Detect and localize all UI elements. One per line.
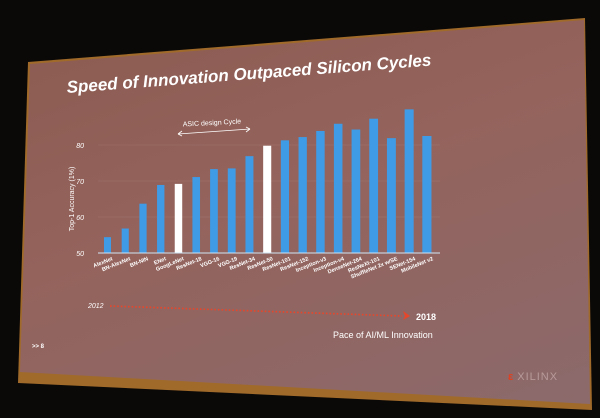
bar [227,168,236,253]
xilinx-logo: ε XILINX [508,371,558,383]
x-tick-label: ENet [153,256,167,266]
bar [139,203,147,253]
timeline-start: 2012 [87,303,104,310]
bar [386,138,396,253]
bar [157,184,165,253]
bar [210,169,218,253]
logo-text: XILINX [517,371,559,383]
arrowhead-icon [177,126,251,137]
bar [404,109,414,253]
asic-cycle-arrow [177,128,251,135]
y-axis-label: Top-1 Accuracy (1%) [69,167,76,232]
asic-cycle-label: ASIC design Cycle [183,118,242,128]
y-tick-label: 70 [76,179,84,186]
bar [369,118,379,253]
bar [280,140,290,253]
bar [245,156,254,253]
bar [263,145,272,253]
bar [174,183,183,253]
y-tick-label: 60 [76,215,84,222]
bar [192,177,201,253]
bar [316,130,325,253]
timeline-caption: Pace of AI/ML Innovation [333,330,433,340]
bar [121,228,129,253]
bar [333,123,343,253]
x-tick-label: BN-NIN [129,256,149,269]
timeline-arrow-icon [403,311,410,320]
bar [422,136,432,253]
y-tick-label: 80 [76,143,84,150]
timeline-end: 2018 [416,312,436,322]
bar [104,237,111,253]
y-tick-label: 50 [76,251,84,258]
xilinx-logo-icon: ε [508,371,515,383]
page-number: >> 8 [32,344,45,350]
bar [351,129,361,253]
bar [298,137,307,253]
timeline-dotted-line [109,305,403,317]
